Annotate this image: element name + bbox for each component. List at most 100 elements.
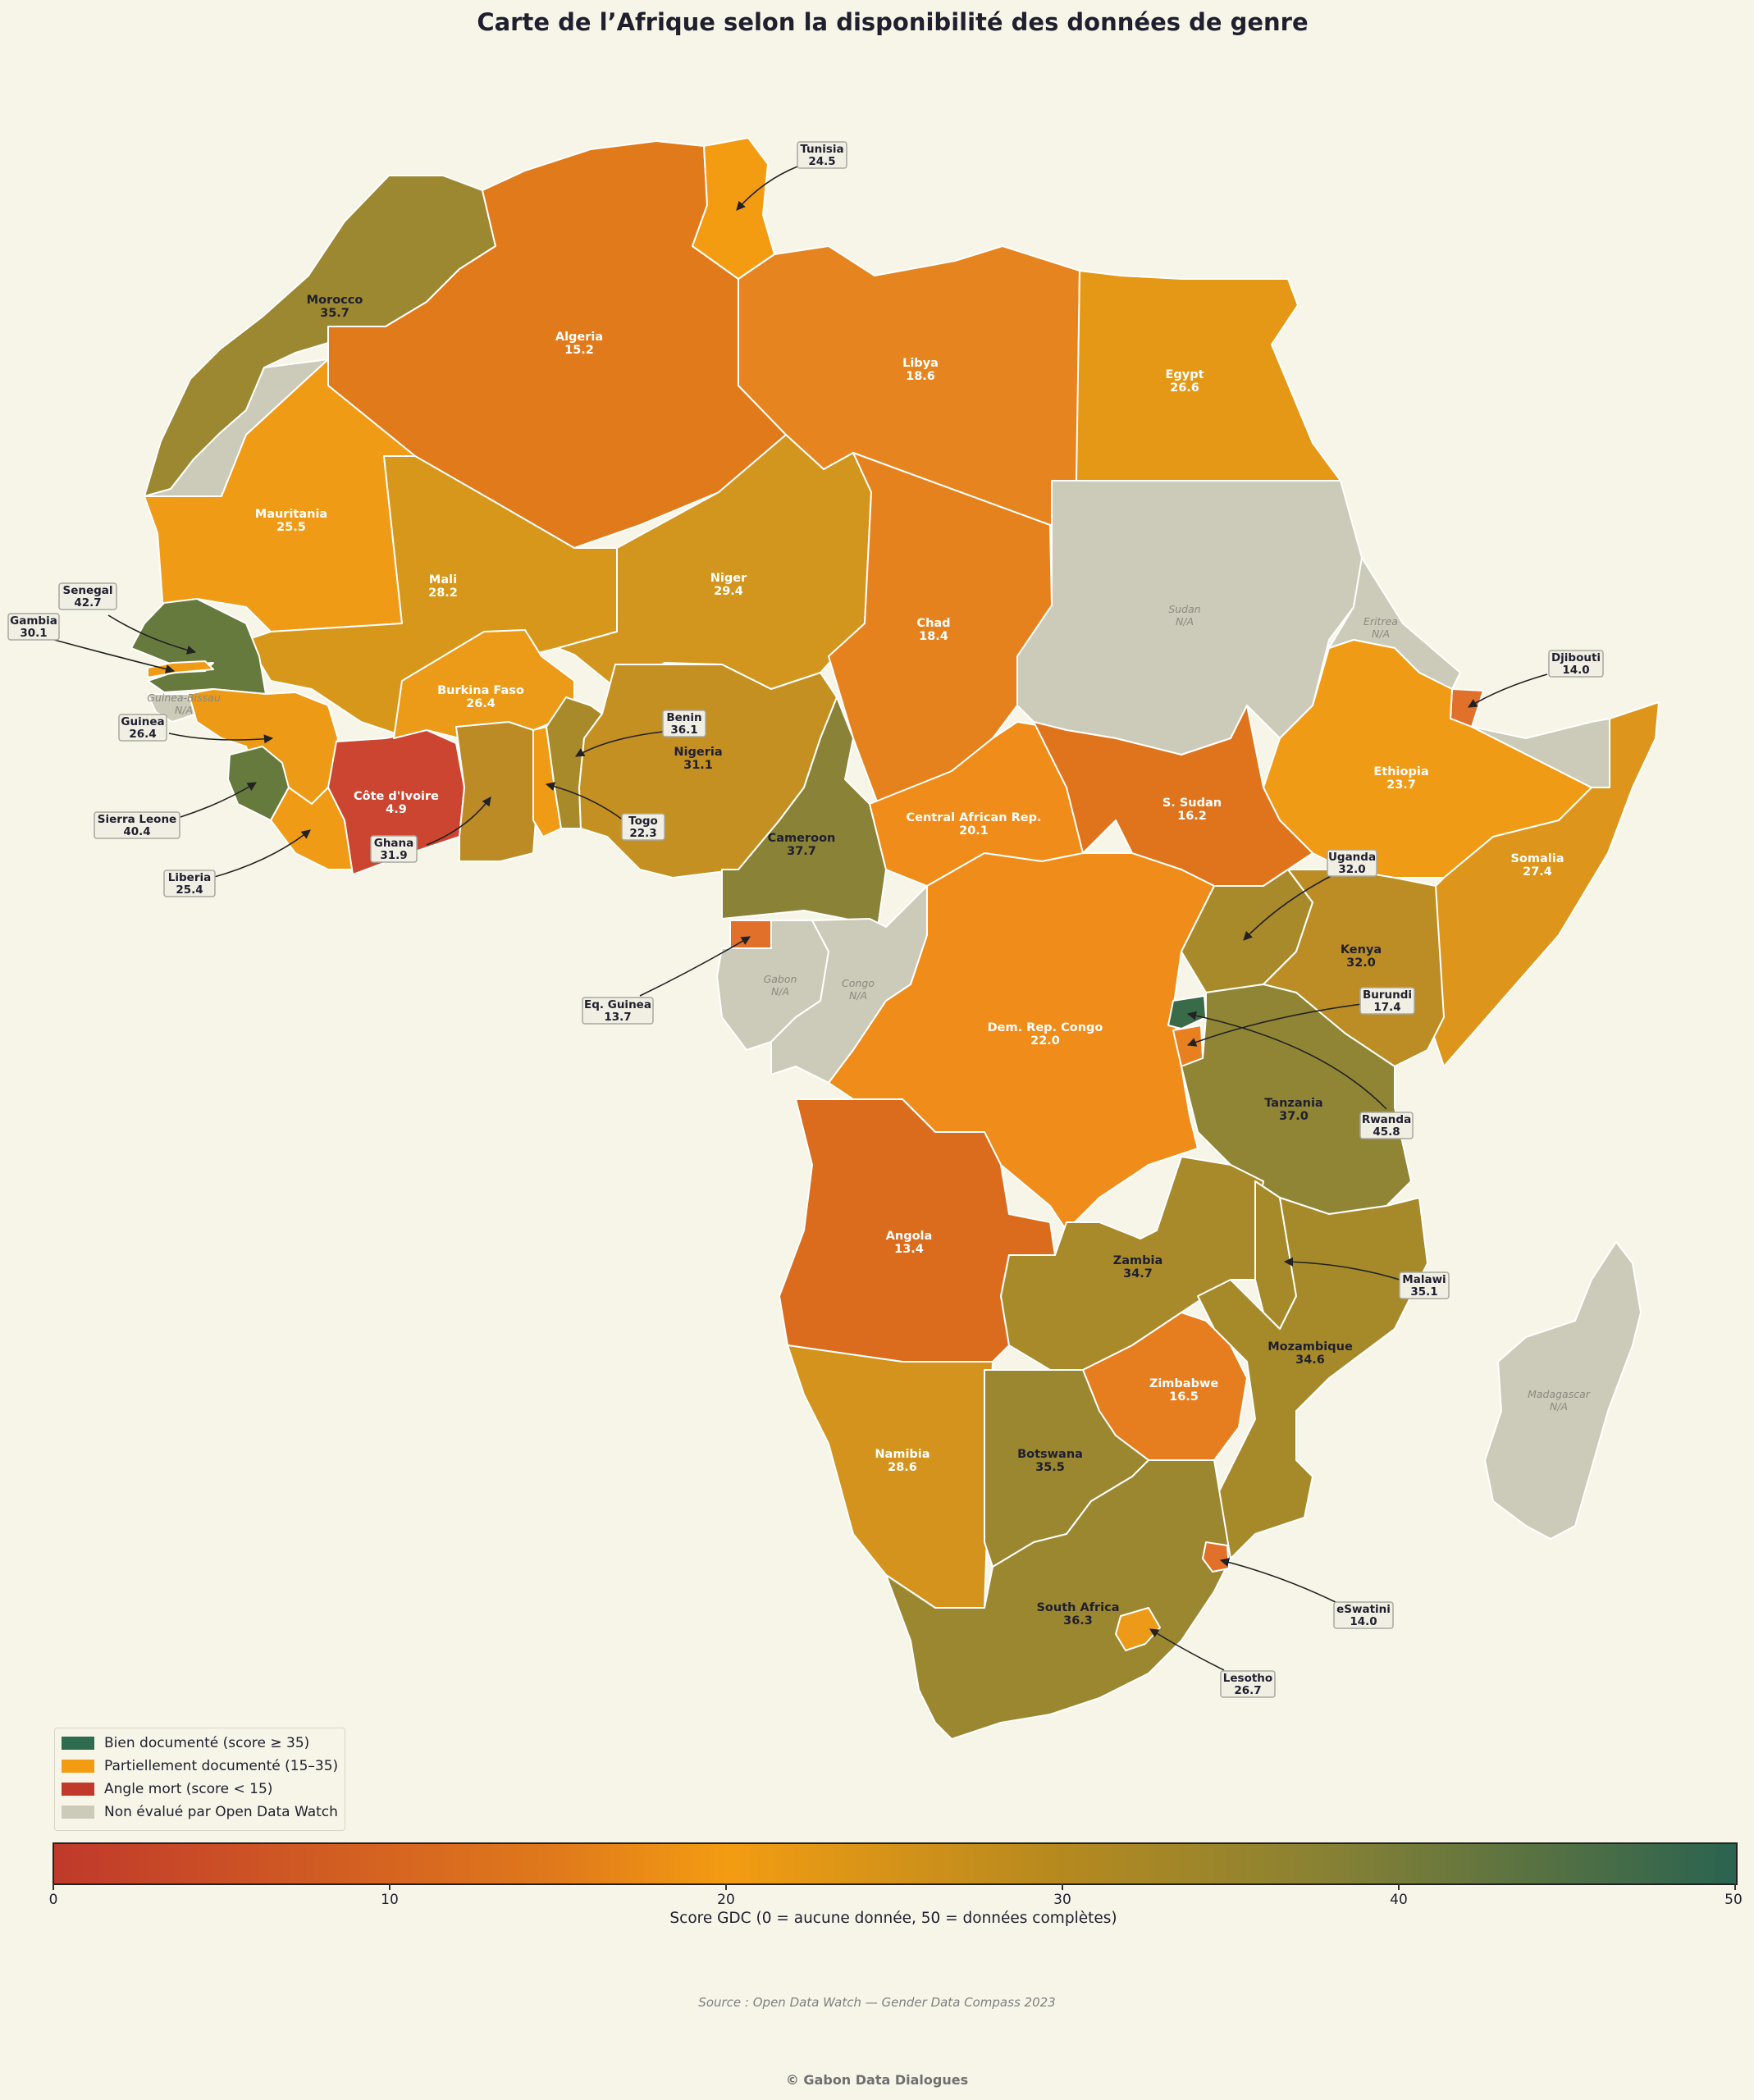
legend-item-partially-documented: Partiellement documenté (15–35) xyxy=(62,1758,338,1774)
country-somalia[interactable] xyxy=(1427,701,1660,1067)
label-drc: Dem. Rep. Congo 22.0 xyxy=(988,1021,1103,1048)
callout-arrow-tunisia xyxy=(736,166,798,211)
callout-djibouti: Djibouti 14.0 xyxy=(1548,650,1604,678)
country-lesotho[interactable] xyxy=(1115,1607,1161,1651)
country-mozambique[interactable] xyxy=(1197,1197,1428,1559)
callout-arrow-liberia xyxy=(211,829,311,879)
legend-swatch xyxy=(62,1783,94,1796)
legend-label: Bien documenté (score ≥ 35) xyxy=(104,1735,310,1751)
callout-arrow-gambia xyxy=(53,639,176,673)
label-chad: Chad 18.4 xyxy=(916,617,950,643)
callout-arrow-malawi xyxy=(1283,1257,1400,1281)
callout-senegal: Senegal 42.7 xyxy=(58,582,117,610)
label-tanzania: Tanzania 37.0 xyxy=(1264,1097,1322,1123)
legend-label: Partiellement documenté (15–35) xyxy=(104,1758,339,1774)
legend-swatch xyxy=(62,1737,94,1750)
country-guinea-bissau[interactable] xyxy=(147,693,198,723)
label-egypt: Egypt 26.6 xyxy=(1165,368,1204,395)
country-namibia[interactable] xyxy=(787,1344,993,1609)
label-car: Central African Rep. 20.1 xyxy=(907,811,1042,838)
callout-arrow-burundi xyxy=(1186,1003,1363,1047)
colorbar-tick-label: 30 xyxy=(1053,1892,1071,1908)
callout-arrow-rwanda xyxy=(1186,1011,1387,1110)
label-cote-divoire: Côte d'Ivoire 4.9 xyxy=(354,790,439,816)
colorbar-tick-label: 40 xyxy=(1390,1892,1408,1908)
callout-uganda: Uganda 32.0 xyxy=(1327,849,1377,877)
callout-benin: Benin 36.1 xyxy=(662,710,706,737)
label-mozambique: Mozambique 34.6 xyxy=(1268,1340,1353,1367)
label-congo: Congo N/A xyxy=(842,977,875,1002)
label-somalia: Somalia 27.4 xyxy=(1510,852,1564,879)
colorbar-tick-label: 20 xyxy=(717,1892,735,1908)
label-eritrea: Eritrea N/A xyxy=(1363,615,1398,640)
callout-arrow-lesotho xyxy=(1149,1628,1225,1671)
label-ethiopia: Ethiopia 23.7 xyxy=(1373,765,1428,792)
label-botswana: Botswana 35.5 xyxy=(1017,1448,1083,1474)
label-libya: Libya 18.6 xyxy=(902,357,939,383)
callout-arrow-togo xyxy=(545,782,624,821)
legend: Bien documenté (score ≥ 35) Partiellemen… xyxy=(54,1728,346,1831)
callout-burundi: Burundi 17.4 xyxy=(1359,987,1415,1015)
country-cameroon[interactable] xyxy=(721,696,887,928)
legend-item-well-documented: Bien documenté (score ≥ 35) xyxy=(62,1735,338,1751)
colorbar-tick xyxy=(1398,1883,1400,1890)
country-burkina-faso[interactable] xyxy=(393,629,575,739)
legend-label: Angle mort (score < 15) xyxy=(104,1781,273,1797)
callout-tunisia: Tunisia 24.5 xyxy=(797,141,847,169)
label-angola: Angola 13.4 xyxy=(886,1230,933,1256)
colorbar-tick-label: 10 xyxy=(381,1892,399,1908)
legend-swatch xyxy=(62,1806,94,1819)
legend-label: Non évalué par Open Data Watch xyxy=(104,1804,338,1820)
country-senegal[interactable] xyxy=(130,598,267,695)
colorbar-tick xyxy=(1734,1883,1736,1890)
label-mali: Mali 28.2 xyxy=(428,573,458,600)
legend-item-not-evaluated: Non évalué par Open Data Watch xyxy=(62,1804,338,1820)
country-madagascar[interactable] xyxy=(1484,1241,1642,1540)
legend-swatch xyxy=(62,1760,94,1773)
callout-liberia: Liberia 25.4 xyxy=(163,870,216,897)
colorbar xyxy=(53,1842,1738,1885)
label-namibia: Namibia 28.6 xyxy=(875,1448,930,1474)
map-title: Carte de l’Afrique selon la disponibilit… xyxy=(477,8,1308,36)
label-s-sudan: S. Sudan 16.2 xyxy=(1162,797,1222,823)
country-drc[interactable] xyxy=(828,852,1215,1231)
colorbar-tick xyxy=(1062,1883,1063,1890)
callout-guinea: Guinea 26.4 xyxy=(118,714,167,742)
callout-rwanda: Rwanda 45.8 xyxy=(1359,1112,1414,1139)
callout-ghana: Ghana 31.9 xyxy=(370,835,418,863)
country-ghana[interactable] xyxy=(455,721,539,862)
label-algeria: Algeria 15.2 xyxy=(555,331,603,357)
country-gambia[interactable] xyxy=(147,660,214,678)
callout-arrow-djibouti xyxy=(1468,673,1548,708)
callout-arrow-sierra-leone xyxy=(180,782,257,818)
colorbar-label: Score GDC (0 = aucune donnée, 50 = donné… xyxy=(669,1910,1117,1927)
country-south-africa[interactable] xyxy=(885,1459,1231,1740)
label-nigeria: Nigeria 31.1 xyxy=(674,746,722,772)
callout-togo: Togo 22.3 xyxy=(621,813,665,841)
country-rwanda[interactable] xyxy=(1167,995,1207,1029)
callout-arrow-uganda xyxy=(1243,874,1335,941)
country-s-sudan[interactable] xyxy=(1033,705,1313,887)
label-mauritania: Mauritania 25.5 xyxy=(255,508,327,534)
callout-arrow-benin xyxy=(575,731,664,757)
country-egypt[interactable] xyxy=(1076,270,1341,482)
colorbar-tick xyxy=(725,1883,727,1890)
callout-arrow-ghana xyxy=(426,797,491,846)
label-madagascar: Madagascar N/A xyxy=(1528,1388,1591,1413)
label-guinea-bissau: Guinea-Bissau N/A xyxy=(147,692,221,716)
source-note: Source : Open Data Watch — Gender Data C… xyxy=(698,1995,1056,2010)
callout-eswatini: eSwatini 14.0 xyxy=(1333,1601,1394,1629)
footer-credit: © Gabon Data Dialogues xyxy=(785,2072,969,2088)
